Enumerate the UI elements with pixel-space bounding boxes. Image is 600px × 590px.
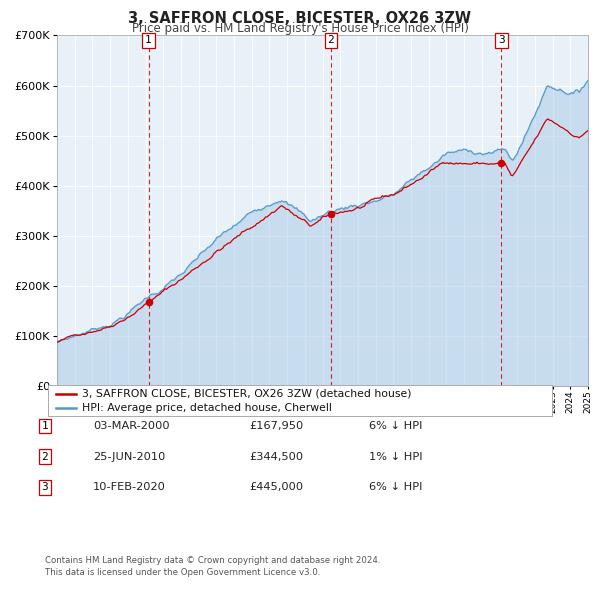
Text: 2: 2 (328, 35, 334, 45)
Text: 2: 2 (41, 452, 49, 461)
Text: £445,000: £445,000 (249, 483, 303, 492)
Text: 1: 1 (145, 35, 152, 45)
Text: 25-JUN-2010: 25-JUN-2010 (93, 452, 166, 461)
Text: 03-MAR-2000: 03-MAR-2000 (93, 421, 170, 431)
Text: 10-FEB-2020: 10-FEB-2020 (93, 483, 166, 492)
Text: HPI: Average price, detached house, Cherwell: HPI: Average price, detached house, Cher… (82, 404, 332, 413)
Text: 1% ↓ HPI: 1% ↓ HPI (369, 452, 422, 461)
Text: 3: 3 (498, 35, 505, 45)
Text: 3, SAFFRON CLOSE, BICESTER, OX26 3ZW: 3, SAFFRON CLOSE, BICESTER, OX26 3ZW (128, 11, 472, 25)
Text: 3: 3 (41, 483, 49, 492)
Text: 6% ↓ HPI: 6% ↓ HPI (369, 421, 422, 431)
Text: 1: 1 (41, 421, 49, 431)
Text: Contains HM Land Registry data © Crown copyright and database right 2024.
This d: Contains HM Land Registry data © Crown c… (45, 556, 380, 577)
Text: 3, SAFFRON CLOSE, BICESTER, OX26 3ZW (detached house): 3, SAFFRON CLOSE, BICESTER, OX26 3ZW (de… (82, 389, 412, 399)
Text: Price paid vs. HM Land Registry's House Price Index (HPI): Price paid vs. HM Land Registry's House … (131, 22, 469, 35)
Text: 6% ↓ HPI: 6% ↓ HPI (369, 483, 422, 492)
Text: £344,500: £344,500 (249, 452, 303, 461)
Text: £167,950: £167,950 (249, 421, 303, 431)
